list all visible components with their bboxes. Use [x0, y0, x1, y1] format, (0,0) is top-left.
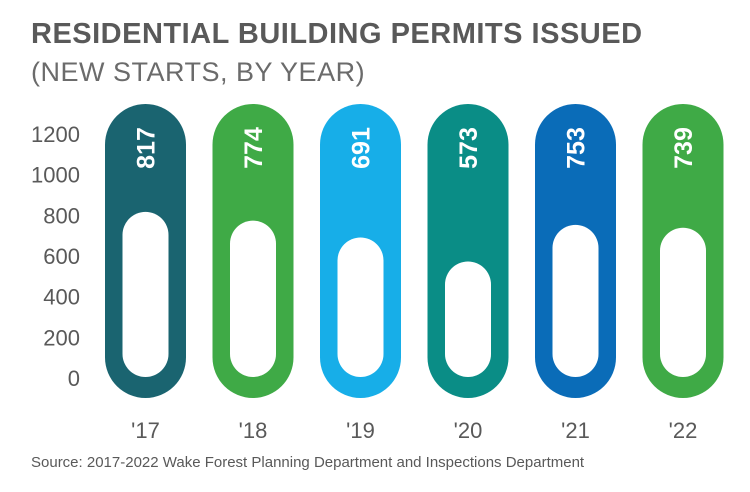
x-axis-ticks: '17 '18 '19 '20 '21 '22 [131, 418, 697, 443]
chart-subtitle: (NEW STARTS, BY YEAR) [31, 57, 366, 87]
y-tick-label: 0 [68, 366, 80, 391]
y-axis-ticks: 0 200 400 600 800 1000 1200 [31, 122, 80, 391]
y-tick-label: 600 [43, 244, 80, 269]
source-note: Source: 2017-2022 Wake Forest Planning D… [31, 454, 585, 471]
x-tick-label: '17 [131, 418, 160, 443]
y-tick-label: 400 [43, 285, 80, 310]
bar-fill [122, 211, 169, 377]
x-tick-label: '19 [346, 418, 375, 443]
bar-group: 573 [427, 104, 509, 398]
x-tick-label: '21 [561, 418, 590, 443]
bar-group: 739 [642, 104, 724, 398]
chart-title: RESIDENTIAL BUILDING PERMITS ISSUED [31, 18, 643, 50]
bar-value-label: 691 [348, 127, 376, 169]
bar-fill [660, 227, 706, 377]
bar-fill [230, 220, 276, 377]
bar-fill [445, 261, 491, 377]
y-tick-label: 200 [43, 325, 80, 350]
bar-value-label: 817 [133, 127, 161, 169]
y-tick-label: 1200 [31, 122, 80, 147]
bar-value-label: 573 [455, 127, 483, 169]
bar-group: 817 [105, 104, 186, 398]
bar-group: 691 [320, 104, 401, 398]
bar-fill [552, 224, 599, 377]
bar-fill [337, 237, 384, 377]
x-tick-label: '18 [239, 418, 268, 443]
bar-group: 753 [535, 104, 616, 398]
x-tick-label: '22 [669, 418, 698, 443]
bar-value-label: 753 [563, 127, 591, 169]
y-tick-label: 800 [43, 203, 80, 228]
bar-value-label: 739 [670, 127, 698, 169]
bar-group: 774 [212, 104, 294, 398]
bar-value-label: 774 [240, 127, 268, 169]
bars-group: 817 774 691 573 753 739 [105, 104, 724, 398]
y-tick-label: 1000 [31, 163, 80, 188]
x-tick-label: '20 [454, 418, 483, 443]
